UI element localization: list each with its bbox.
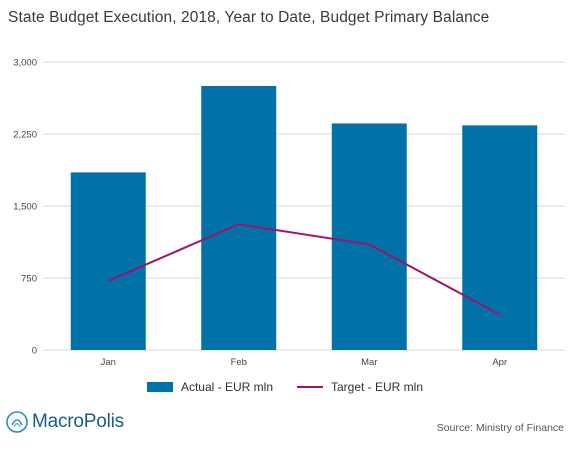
logo-text: MacroPolis xyxy=(32,411,124,432)
bar-actual xyxy=(331,123,407,350)
brand-logo[interactable]: MacroPolis xyxy=(6,411,124,433)
legend-label-actual: Actual - EUR mln xyxy=(180,380,273,394)
legend-swatch-target xyxy=(297,386,323,388)
legend: Actual - EUR mln Target - EUR mln xyxy=(0,380,570,394)
legend-label-target: Target - EUR mln xyxy=(331,380,424,394)
source-note: Source: Ministry of Finance xyxy=(436,422,564,434)
legend-swatch-actual xyxy=(146,382,173,392)
y-tick-label: 0 xyxy=(32,346,37,357)
y-tick-label: 1,500 xyxy=(13,202,37,213)
line-target xyxy=(107,223,501,316)
x-tick-label: Apr xyxy=(492,357,507,368)
bar-actual xyxy=(462,125,538,350)
macropolis-logo-icon xyxy=(6,411,28,433)
x-tick-label: Feb xyxy=(231,357,247,368)
bar-actual xyxy=(201,86,277,350)
y-tick-label: 750 xyxy=(21,274,37,285)
chart-title: State Budget Execution, 2018, Year to Da… xyxy=(8,9,490,26)
y-tick-label: 3,000 xyxy=(13,58,37,69)
y-tick-label: 2,250 xyxy=(13,130,37,141)
bar-actual xyxy=(70,172,146,350)
chart: 0 750 1,500 2,250 3,000 Jan Feb Mar Apr xyxy=(13,58,565,368)
x-tick-label: Jan xyxy=(101,357,116,368)
legend-item-actual[interactable]: Actual - EUR mln xyxy=(146,380,273,394)
legend-item-target[interactable]: Target - EUR mln xyxy=(297,380,423,394)
footer: MacroPolis Source: Ministry of Finance xyxy=(0,405,570,445)
x-tick-label: Mar xyxy=(361,357,377,368)
